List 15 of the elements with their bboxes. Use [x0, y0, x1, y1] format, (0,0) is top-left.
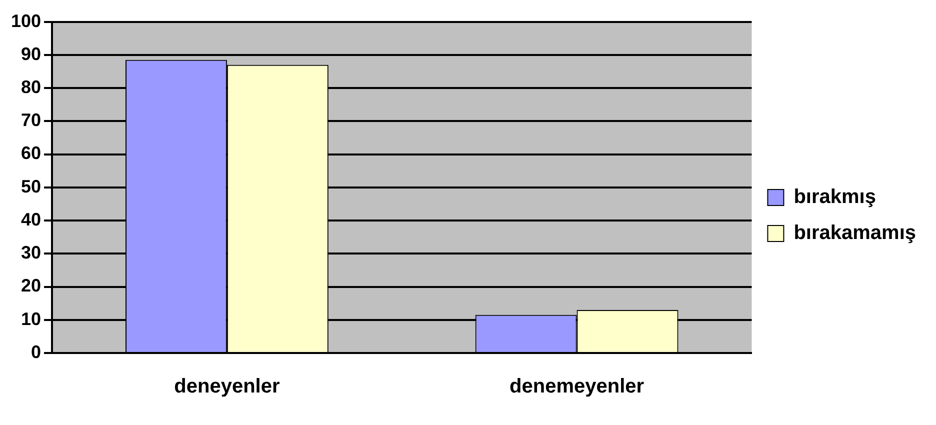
y-tick-label: 0	[31, 342, 42, 362]
y-tick-label: 60	[21, 143, 42, 164]
y-tick-label: 20	[21, 276, 42, 296]
y-tick-label: 100	[10, 10, 42, 31]
y-tick-label: 30	[21, 242, 42, 263]
y-tick-label: 80	[21, 77, 42, 98]
x-tick-label: deneyenler	[174, 376, 280, 398]
y-tick-label: 10	[21, 308, 42, 329]
y-tick-label: 40	[21, 209, 42, 230]
y-tick-label: 90	[21, 44, 42, 64]
legend-label: bırakmış	[794, 186, 876, 208]
y-tick-label: 50	[21, 176, 42, 196]
x-tick-label: denemeyenler	[510, 376, 644, 398]
y-tick-label: 70	[21, 110, 42, 130]
legend-label: bırakamamış	[794, 222, 916, 244]
